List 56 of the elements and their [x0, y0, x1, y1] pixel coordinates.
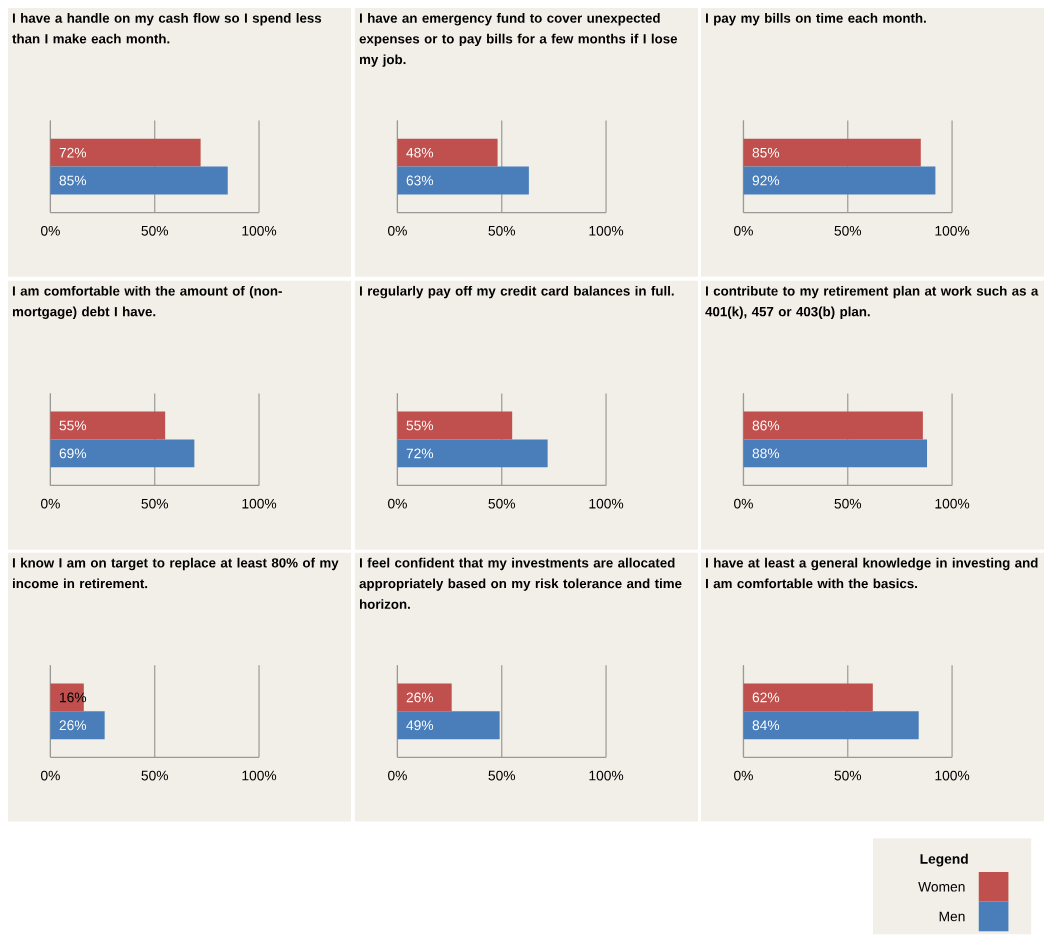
- data-label: 55%: [406, 420, 434, 431]
- x-tick-label: 100%: [242, 498, 277, 509]
- x-tick-label: 100%: [935, 225, 970, 236]
- x-tick-label: 0%: [41, 770, 60, 781]
- data-label: 86%: [752, 420, 780, 431]
- chart-title: I am comfortable with the amount of (non-mortgage) debt I have.: [12, 285, 282, 319]
- chart-title: I pay my bills on time each month.: [706, 12, 926, 26]
- x-tick-label: 100%: [242, 770, 277, 781]
- x-tick-label: 50%: [488, 225, 516, 236]
- x-tick-label: 50%: [488, 770, 516, 781]
- chart-title: I regularly pay off my credit card balances in full.: [359, 285, 674, 299]
- x-tick-label: 0%: [41, 498, 60, 509]
- x-tick-label: 100%: [935, 498, 970, 509]
- chart-title: I feel confident that my investments are allocated appropriately based on my risk tolerance and time horizon.: [359, 557, 682, 609]
- data-label: 48%: [406, 147, 434, 158]
- data-label: 63%: [406, 175, 434, 186]
- x-tick-label: 50%: [834, 498, 862, 509]
- data-label: 85%: [752, 147, 780, 158]
- data-label: 26%: [406, 692, 434, 703]
- legend-label: Men: [939, 911, 965, 922]
- x-tick-label: 0%: [388, 225, 407, 236]
- data-label: 92%: [752, 175, 780, 186]
- chart-title: I know I am on target to replace at least 80% of my income in retirement.: [12, 557, 339, 589]
- data-label: 72%: [406, 448, 434, 459]
- x-tick-label: 50%: [141, 498, 169, 509]
- data-label: 69%: [59, 448, 87, 459]
- legend-title: Legend: [920, 853, 968, 867]
- x-tick-label: 0%: [388, 770, 407, 781]
- x-tick-label: 100%: [589, 498, 624, 509]
- data-label: 85%: [59, 175, 87, 186]
- chart-title: I have at least a general knowledge in investing and I am comfortable with the basics.: [706, 557, 1038, 589]
- data-label: 62%: [752, 692, 780, 703]
- data-label: 72%: [59, 147, 87, 158]
- chart-title: I have a handle on my cash flow so I spend less than I make each month.: [12, 12, 322, 44]
- x-tick-label: 50%: [141, 770, 169, 781]
- x-tick-label: 0%: [734, 498, 753, 509]
- data-label: 26%: [59, 720, 87, 731]
- x-tick-label: 100%: [589, 770, 624, 781]
- x-tick-label: 50%: [141, 225, 169, 236]
- data-label: 84%: [752, 720, 780, 731]
- x-tick-label: 50%: [488, 498, 516, 509]
- data-label: 55%: [59, 420, 87, 431]
- x-tick-label: 100%: [935, 770, 970, 781]
- x-tick-label: 100%: [589, 225, 624, 236]
- data-label: 88%: [752, 448, 780, 459]
- x-tick-label: 0%: [388, 498, 407, 509]
- x-tick-label: 50%: [834, 225, 862, 236]
- x-tick-label: 0%: [41, 225, 60, 236]
- x-tick-label: 0%: [734, 770, 753, 781]
- legend-label: Women: [918, 881, 965, 892]
- x-tick-label: 0%: [734, 225, 753, 236]
- x-tick-label: 50%: [834, 770, 862, 781]
- x-tick-label: 100%: [242, 225, 277, 236]
- data-label: 49%: [406, 720, 434, 731]
- chart-title: I have an emergency fund to cover unexpected expenses or to pay bills for a few months if I lose my job.: [359, 12, 678, 67]
- chart-title: I contribute to my retirement plan at work such as a 401(k), 457 or 403(b) plan.: [705, 285, 1039, 319]
